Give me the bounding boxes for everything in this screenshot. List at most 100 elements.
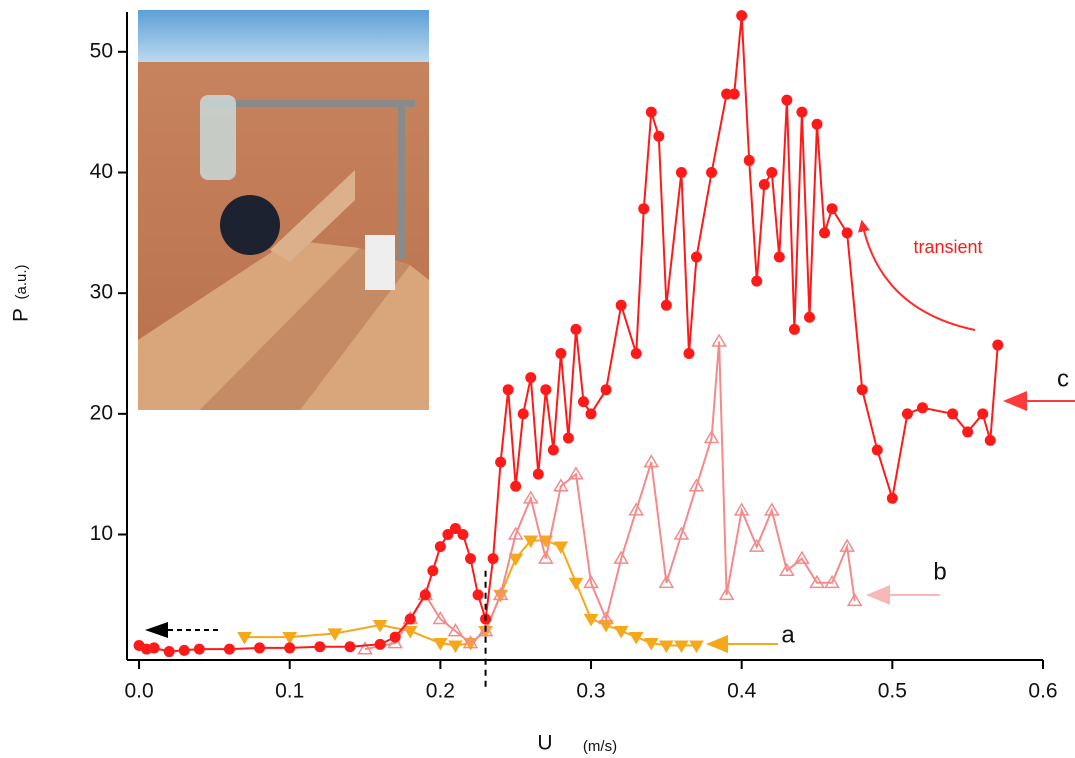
point [434,541,446,553]
point [886,492,898,504]
point [688,478,705,492]
point [643,638,659,651]
arrow-c-head [1003,391,1027,411]
point [237,632,252,645]
point [502,384,514,396]
point [653,130,665,142]
x-tick-label: 0.6 [1028,680,1057,703]
point [568,466,584,480]
point [689,640,704,654]
point [508,553,524,567]
point [448,640,463,654]
series-line [364,341,856,651]
point [357,641,373,655]
point [788,323,800,335]
point [553,541,569,555]
transient-arrow [858,219,976,331]
point [510,480,522,492]
point [314,641,326,653]
point [465,553,476,565]
point [718,586,735,601]
arrow-b-head [866,585,890,605]
point [856,384,868,396]
point [658,574,675,589]
point [643,454,660,468]
point [803,311,815,323]
point [779,562,795,577]
point [819,227,831,239]
annotation: b [933,558,946,585]
point [487,553,499,565]
point [404,613,416,625]
point [472,589,484,601]
point [977,408,989,420]
annotation: c [1057,365,1069,392]
point [583,613,599,627]
point [743,154,755,166]
point [871,444,883,456]
point [432,638,448,651]
point [764,502,780,516]
point [674,640,689,654]
point [538,550,554,564]
point [916,402,928,414]
point [628,502,645,516]
point [794,550,810,564]
point [282,632,298,645]
point [645,106,657,118]
point [344,641,356,653]
point [751,275,763,287]
point [193,643,205,655]
point [673,526,690,540]
point [992,339,1004,351]
point [570,323,582,335]
point [839,538,855,552]
point [809,574,825,589]
point [585,408,597,420]
point [492,586,509,601]
point [555,347,567,359]
left-arrow-head [145,622,168,638]
point [613,550,629,564]
point [638,203,650,215]
point [402,625,418,639]
x-tick-label: 0.2 [426,680,455,703]
y-tick-label: 40 [90,160,113,183]
point [462,635,479,649]
point [781,94,793,106]
point [457,529,469,541]
point [613,625,629,639]
point [690,251,702,263]
point [758,179,770,191]
point [630,347,642,359]
point [163,646,175,658]
point [178,644,190,656]
point [284,642,296,654]
point [721,88,733,100]
point [442,529,454,541]
point [523,535,539,549]
point [327,628,343,641]
point [824,574,840,589]
point [706,166,718,178]
y-tick-label: 10 [90,522,113,545]
point [419,589,431,601]
point [766,166,778,178]
point [846,592,863,607]
arrow-a-head [706,635,728,653]
x-tick-label: 0.4 [727,680,757,703]
point [568,577,584,591]
point [600,384,612,396]
point [841,227,853,239]
point [683,347,695,359]
point [901,408,913,420]
point [598,610,614,625]
point [432,610,449,625]
x-tick-label: 0.0 [124,680,153,703]
point [736,10,748,22]
annotation: a [781,621,795,648]
point [223,643,235,655]
point [374,638,386,650]
x-axis-unit: (m/s) [583,738,617,755]
point [525,372,537,384]
